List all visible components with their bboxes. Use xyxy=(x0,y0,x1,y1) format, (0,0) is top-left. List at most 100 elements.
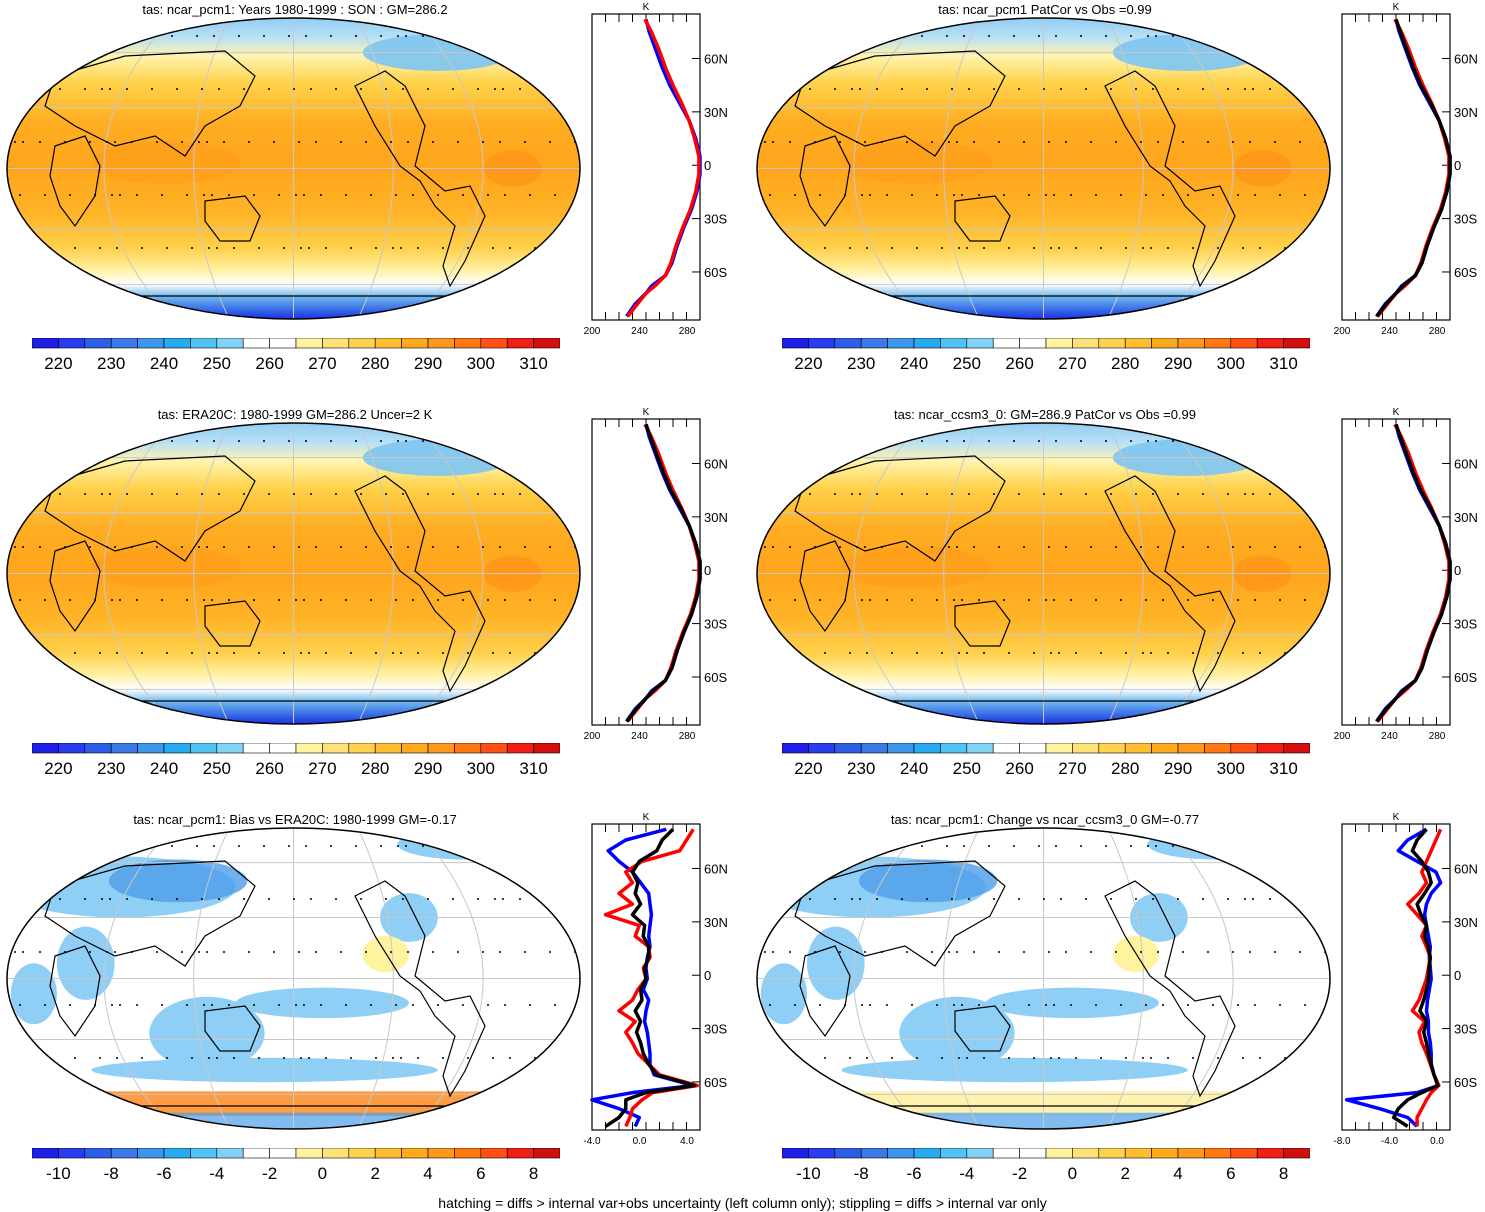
colorbar-swatch xyxy=(1204,1148,1232,1159)
colorbar-swatch xyxy=(860,743,888,754)
colorbar-swatch xyxy=(887,338,915,349)
colorbar-label: -8 xyxy=(854,1164,869,1183)
profile-x-tick-label: 200 xyxy=(584,326,601,337)
colorbar-swatch xyxy=(782,1148,809,1159)
profile-unit: K xyxy=(643,2,650,13)
colorbar-label: 290 xyxy=(414,759,442,778)
colorbar-swatch xyxy=(216,338,244,349)
colorbar: 220230240250260270280290300310320 xyxy=(782,743,1310,778)
colorbar-label: 6 xyxy=(1226,1164,1235,1183)
colorbar-swatch xyxy=(1019,1148,1047,1159)
colorbar-swatch xyxy=(32,743,59,754)
colorbar-swatch xyxy=(1045,743,1073,754)
colorbar-swatch xyxy=(163,743,191,754)
profile-x-tick-label: 240 xyxy=(1381,731,1398,742)
colorbar-swatch xyxy=(163,338,191,349)
colorbar-swatch xyxy=(1151,743,1179,754)
profile-x-tick-label: 280 xyxy=(679,326,696,337)
profile-lat-label: 30N xyxy=(704,510,728,525)
footer-note: hatching = diffs > internal var+obs unce… xyxy=(438,1195,1047,1211)
colorbar-swatch xyxy=(940,338,968,349)
colorbar-swatch xyxy=(1177,743,1205,754)
profile-lat-label: 60S xyxy=(704,265,727,280)
colorbar-swatch xyxy=(295,338,323,349)
profile-lat-label: 30N xyxy=(704,915,728,930)
colorbar-label: 310 xyxy=(519,354,547,373)
profile-lat-label: 60N xyxy=(1454,51,1478,66)
colorbar-swatch xyxy=(110,743,138,754)
colorbar-label: 280 xyxy=(1111,759,1139,778)
profile-x-tick-label: -4.0 xyxy=(583,1136,601,1147)
profile-lat-label: 60N xyxy=(1454,861,1478,876)
colorbar-swatch xyxy=(1072,1148,1100,1159)
colorbar-label: -8 xyxy=(104,1164,119,1183)
world-map xyxy=(756,827,1331,1130)
colorbar-label: -6 xyxy=(156,1164,171,1183)
colorbar-swatch xyxy=(1019,743,1047,754)
colorbar-label: -2 xyxy=(262,1164,277,1183)
colorbar-swatch xyxy=(269,338,297,349)
panel-title: tas: ncar_pcm1: Change vs ncar_ccsm3_0 G… xyxy=(890,812,1200,827)
colorbar-swatch xyxy=(427,743,455,754)
colorbar-swatch xyxy=(84,338,112,349)
colorbar-swatch xyxy=(1072,743,1100,754)
profile-x-tick-label: 280 xyxy=(679,731,696,742)
colorbar-swatch xyxy=(1283,338,1310,349)
profile-x-tick-label: 200 xyxy=(584,731,601,742)
colorbar-label: 230 xyxy=(847,759,875,778)
colorbar-swatch xyxy=(1230,1148,1258,1159)
colorbar-swatch xyxy=(913,743,941,754)
profile-lat-label: 0 xyxy=(1454,968,1461,983)
colorbar-swatch xyxy=(374,743,402,754)
colorbar-swatch xyxy=(84,743,112,754)
colorbar-swatch xyxy=(782,743,809,754)
zonal-mean-profile: K 200 240 280 60N 30N 0 30S 60S xyxy=(584,407,728,742)
colorbar: 220230240250260270280290300310320 xyxy=(32,743,560,778)
colorbar-swatch xyxy=(860,338,888,349)
colorbar-label: 230 xyxy=(97,759,125,778)
colorbar-label: 270 xyxy=(1058,759,1086,778)
profile-lat-label: 0 xyxy=(1454,158,1461,173)
colorbar-swatch xyxy=(32,338,59,349)
profile-series-line xyxy=(1391,828,1440,1128)
colorbar-swatch xyxy=(242,743,270,754)
colorbar-swatch xyxy=(992,743,1020,754)
colorbar-swatch xyxy=(533,1148,560,1159)
profile-x-tick-label: 200 xyxy=(1334,731,1351,742)
colorbar-swatch xyxy=(480,1148,508,1159)
panel-title: tas: ncar_pcm1: Years 1980-1999 : SON : … xyxy=(142,2,448,17)
colorbar-label: 290 xyxy=(414,354,442,373)
colorbar-swatch xyxy=(295,743,323,754)
colorbar-swatch xyxy=(1019,338,1047,349)
colorbar-label: 0 xyxy=(318,1164,327,1183)
colorbar-swatch xyxy=(808,338,836,349)
colorbar-swatch xyxy=(913,338,941,349)
colorbar-swatch xyxy=(1124,338,1152,349)
colorbar-swatch xyxy=(1256,338,1284,349)
profile-lat-label: 30S xyxy=(704,1022,727,1037)
colorbar-label: 8 xyxy=(1279,1164,1288,1183)
colorbar-swatch xyxy=(966,1148,994,1159)
colorbar-swatch xyxy=(1124,1148,1152,1159)
colorbar-label: 300 xyxy=(1217,759,1245,778)
profile-x-tick-label: -8.0 xyxy=(1333,1136,1351,1147)
profile-x-tick-label: 280 xyxy=(1429,326,1446,337)
colorbar-swatch xyxy=(1230,338,1258,349)
profile-lat-label: 60S xyxy=(1454,670,1477,685)
colorbar-label: 300 xyxy=(1217,354,1245,373)
colorbar-swatch xyxy=(84,1148,112,1159)
colorbar-swatch xyxy=(190,338,218,349)
colorbar-swatch xyxy=(322,338,350,349)
colorbar-swatch xyxy=(1151,1148,1179,1159)
colorbar-swatch xyxy=(913,1148,941,1159)
colorbar-swatch xyxy=(533,338,560,349)
colorbar-swatch xyxy=(110,338,138,349)
colorbar-label: 250 xyxy=(203,354,231,373)
colorbar-swatch xyxy=(216,743,244,754)
colorbar-label: 280 xyxy=(361,759,389,778)
profile-unit: K xyxy=(1393,812,1400,823)
colorbar-label: 240 xyxy=(900,354,928,373)
colorbar-swatch xyxy=(506,338,534,349)
colorbar-swatch xyxy=(427,338,455,349)
colorbar-swatch xyxy=(163,1148,191,1159)
